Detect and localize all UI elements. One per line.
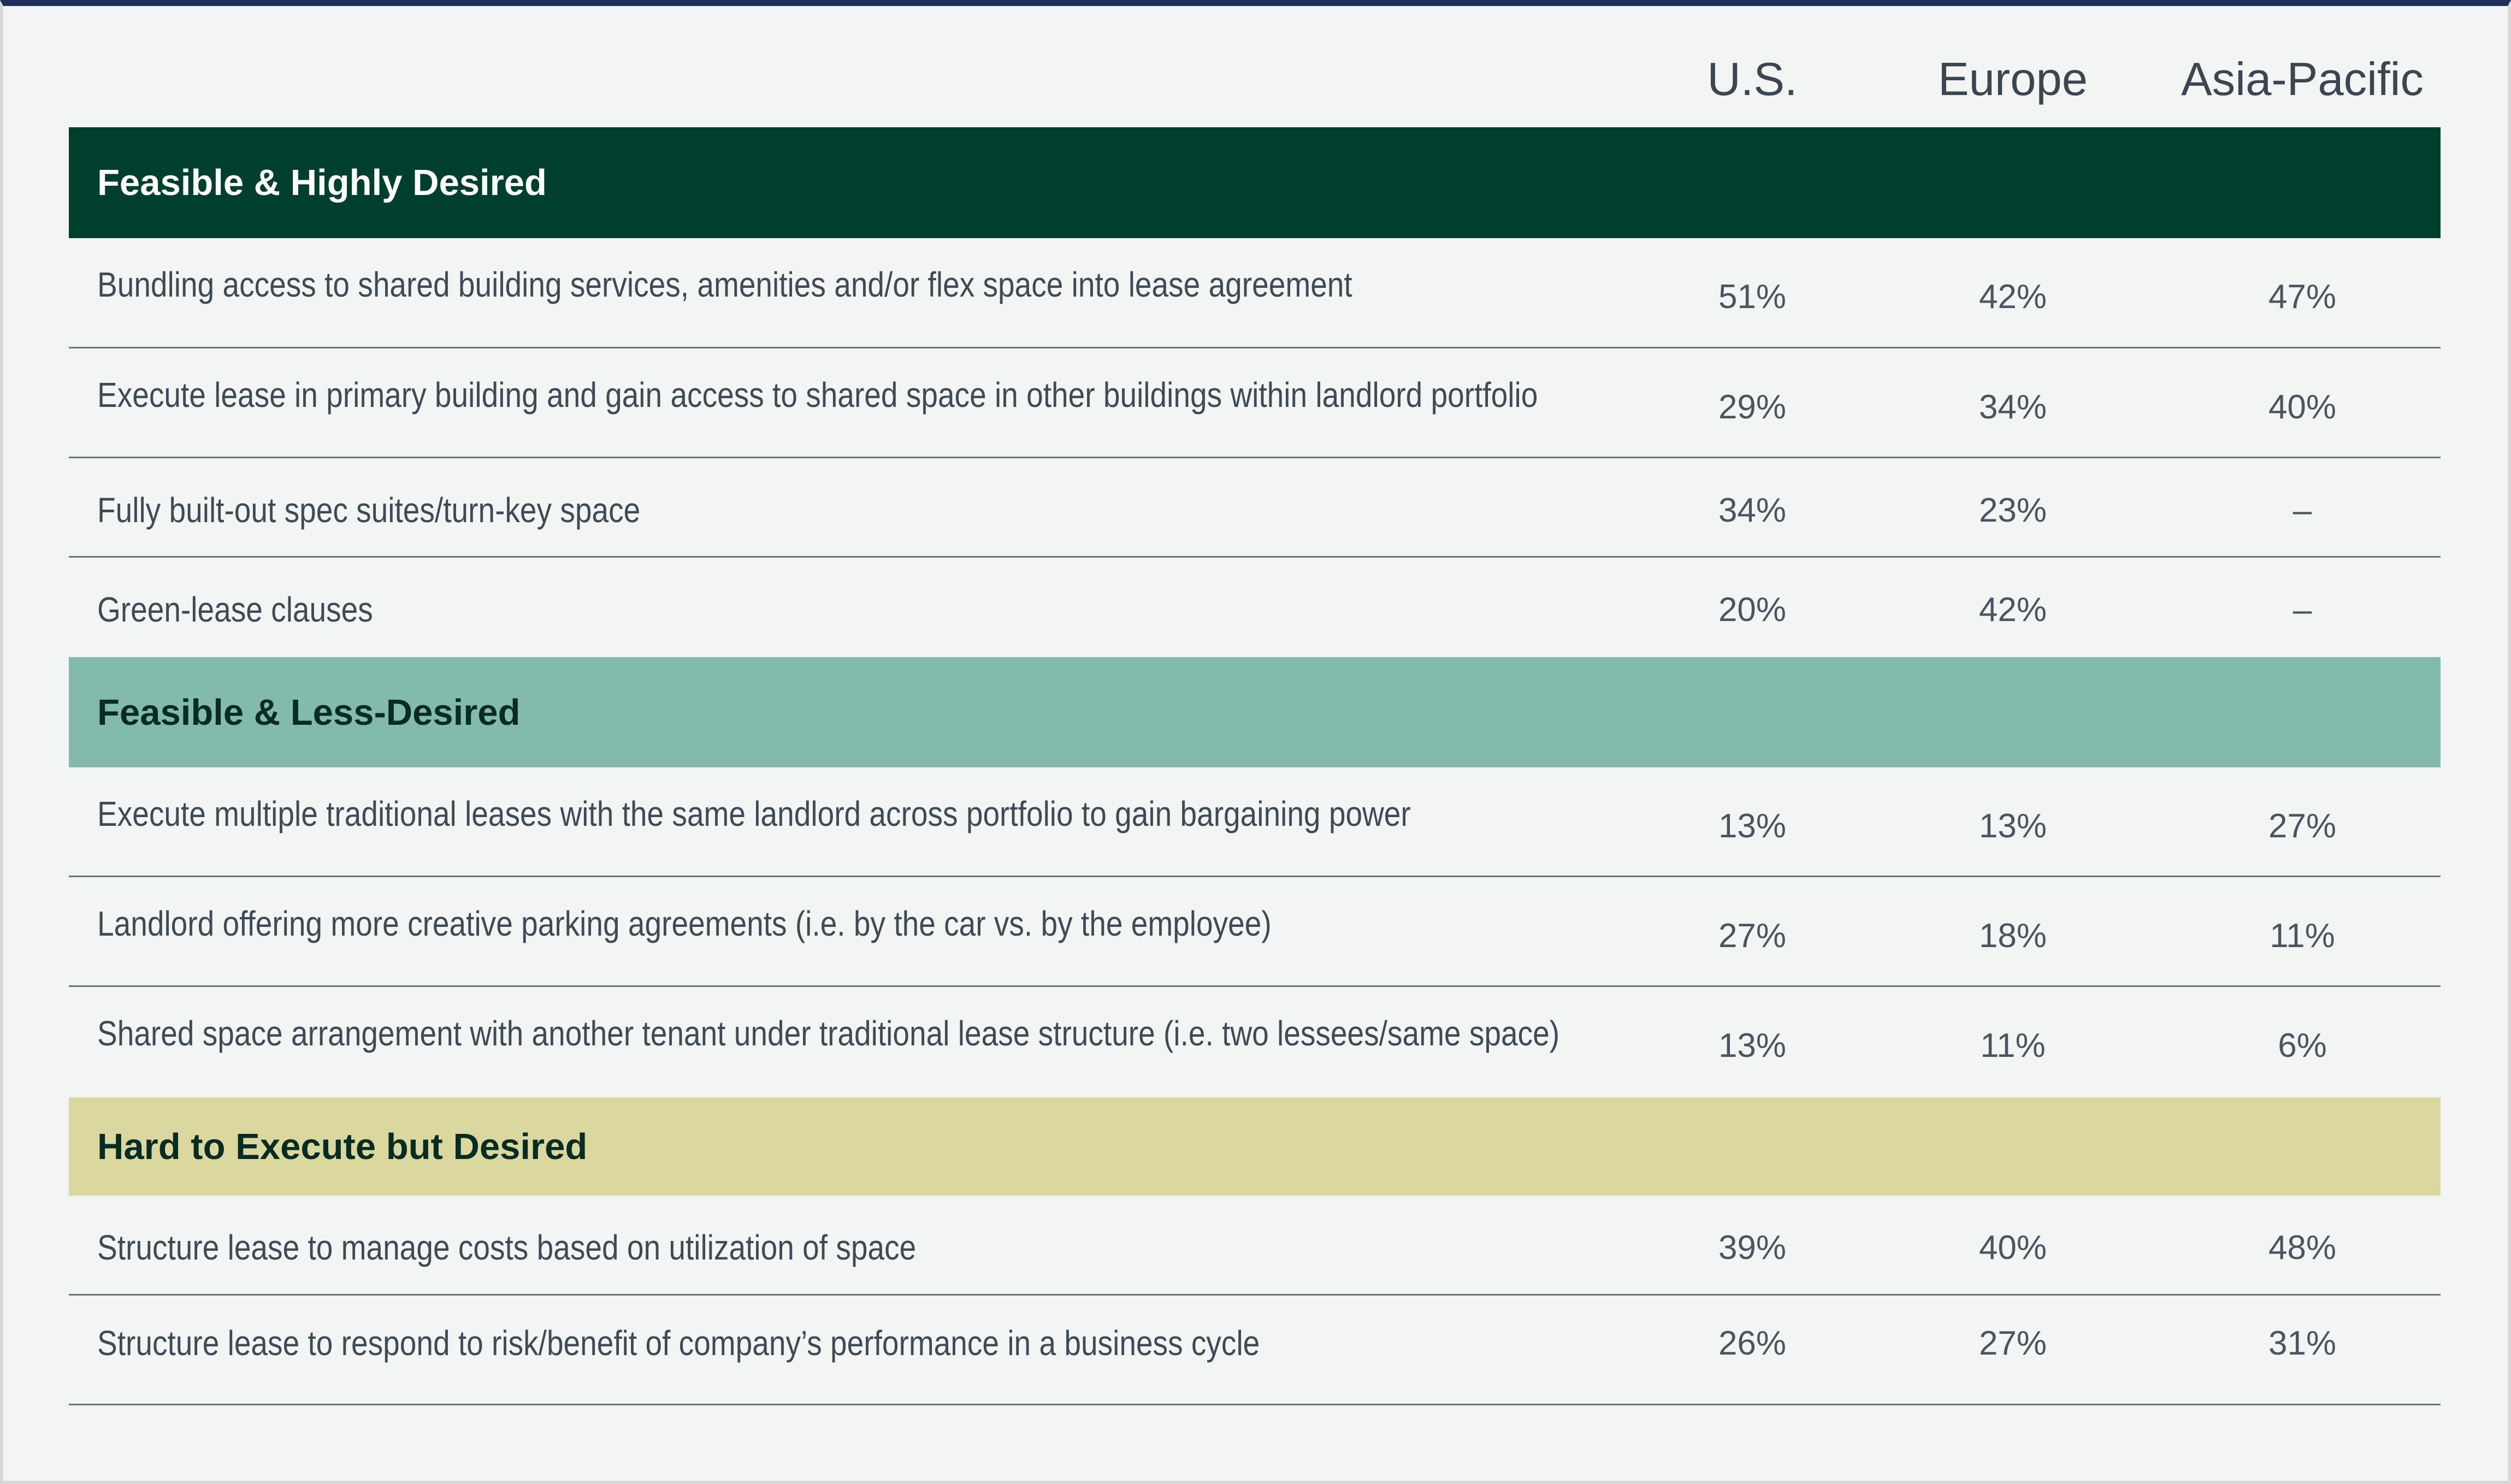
row-label: Structure lease to respond to risk/benef… <box>97 1323 1260 1363</box>
column-header-europe: Europe <box>1937 54 2088 105</box>
cell-us: 26% <box>1718 1325 1787 1362</box>
table-row: Shared space arrangement with another te… <box>69 987 2441 1097</box>
cell-europe: 42% <box>1978 278 2047 316</box>
column-header-asia-pacific: Asia-Pacific <box>2181 54 2424 105</box>
row-label: Execute multiple traditional leases with… <box>97 794 1411 833</box>
row-label: Fully built-out spec suites/turn-key spa… <box>97 490 641 530</box>
row-label: Landlord offering more creative parking … <box>97 904 1272 943</box>
cell-asia-pacific: 31% <box>2268 1325 2337 1362</box>
cell-europe: 23% <box>1978 492 2047 529</box>
cell-us: 29% <box>1718 388 1787 426</box>
cell-europe: 34% <box>1978 388 2047 426</box>
cell-asia-pacific: 47% <box>2268 278 2337 316</box>
row-label: Structure lease to manage costs based on… <box>97 1228 917 1267</box>
table-row: Structure lease to manage costs based on… <box>69 1196 2441 1296</box>
table-row: Structure lease to respond to risk/benef… <box>69 1296 2441 1405</box>
cell-europe: 40% <box>1978 1229 2047 1267</box>
row-label: Bundling access to shared building servi… <box>97 265 1352 304</box>
table-row: Bundling access to shared building servi… <box>69 238 2441 348</box>
cell-europe: 42% <box>1978 591 2047 629</box>
cell-asia-pacific: 6% <box>2278 1027 2327 1065</box>
cell-us: 13% <box>1718 807 1787 845</box>
cell-asia-pacific: – <box>2293 492 2312 529</box>
row-label: Shared space arrangement with another te… <box>97 1014 1560 1053</box>
row-label: Green-lease clauses <box>97 590 373 629</box>
group-band-feasible-highly-desired: Feasible & Highly Desired <box>69 127 2441 238</box>
cell-asia-pacific: 48% <box>2268 1229 2337 1267</box>
row-label: Execute lease in primary building and ga… <box>97 375 1538 415</box>
cell-asia-pacific: 27% <box>2268 807 2337 845</box>
cell-europe: 13% <box>1978 807 2047 845</box>
table-row: Execute multiple traditional leases with… <box>69 767 2441 877</box>
table-row: Fully built-out spec suites/turn-key spa… <box>69 458 2441 558</box>
cell-us: 34% <box>1718 492 1787 529</box>
cell-asia-pacific: 11% <box>2270 917 2335 955</box>
cell-us: 20% <box>1718 591 1787 629</box>
cell-asia-pacific: – <box>2293 591 2312 629</box>
cell-us: 51% <box>1718 278 1787 316</box>
group-band-hard-to-execute-desired: Hard to Execute but Desired <box>69 1097 2441 1196</box>
cell-europe: 18% <box>1978 917 2047 955</box>
cell-europe: 11% <box>1980 1027 2046 1065</box>
cell-us: 13% <box>1718 1027 1787 1065</box>
table-row: Landlord offering more creative parking … <box>69 877 2441 987</box>
group-band-feasible-less-desired: Feasible & Less-Desired <box>69 657 2441 767</box>
column-header-us: U.S. <box>1707 54 1798 105</box>
table-row: Execute lease in primary building and ga… <box>69 348 2441 458</box>
cell-us: 27% <box>1718 917 1787 955</box>
table-row: Green-lease clauses 20% 42% – <box>69 558 2441 657</box>
cell-asia-pacific: 40% <box>2268 388 2337 426</box>
cell-us: 39% <box>1718 1229 1787 1267</box>
cell-europe: 27% <box>1978 1325 2047 1362</box>
